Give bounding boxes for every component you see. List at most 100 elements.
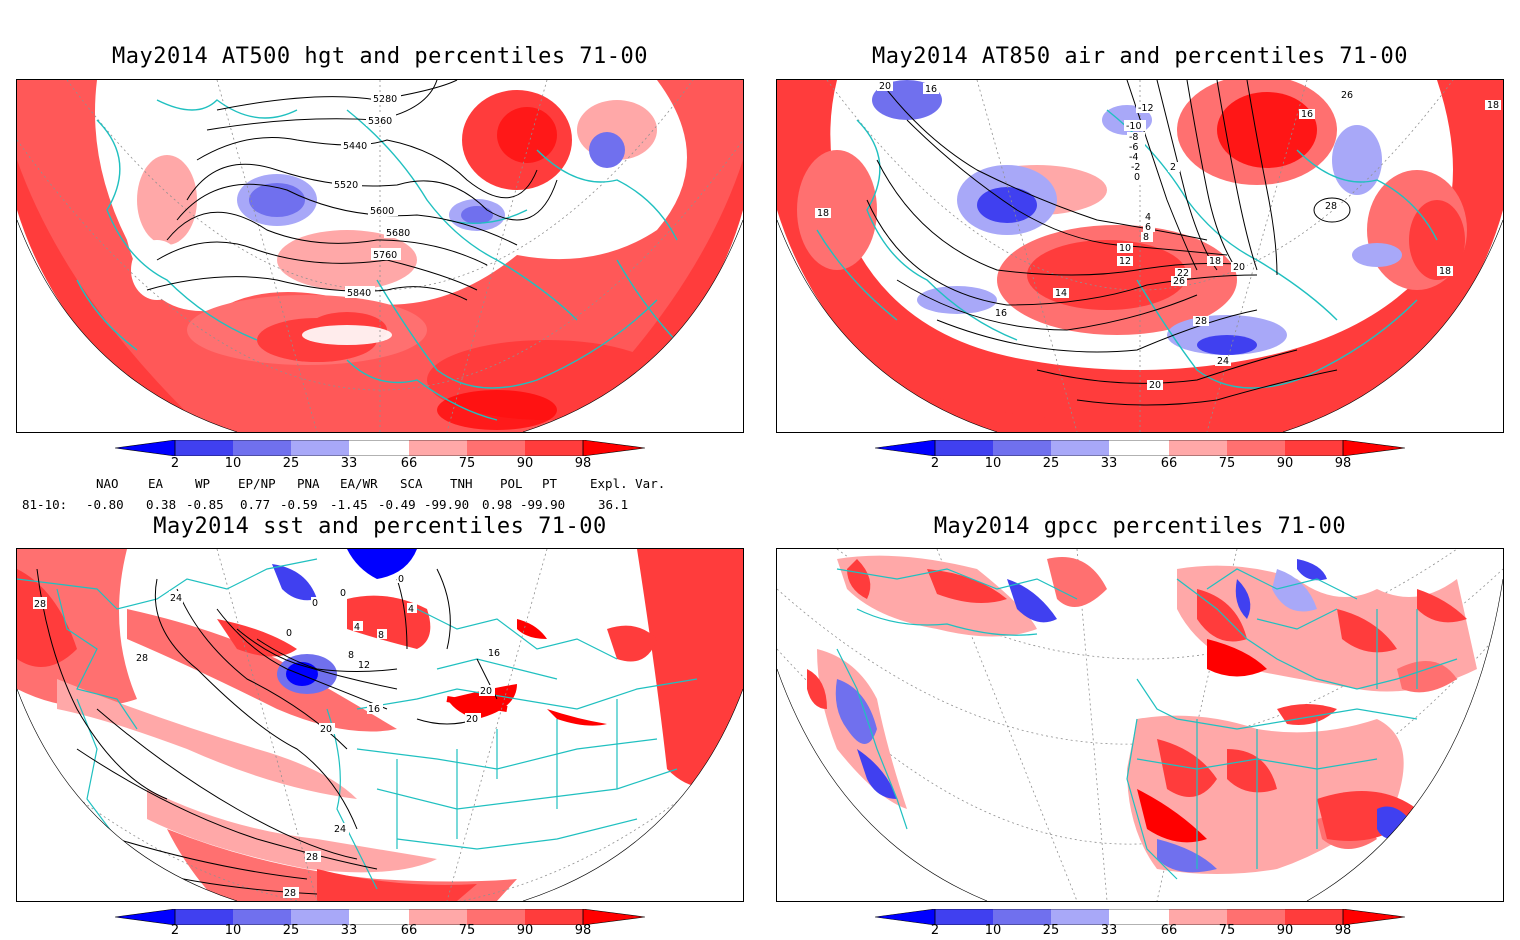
sst-contour-label: 0	[312, 598, 318, 609]
colorbar-tick: 10	[224, 923, 242, 938]
air-contour-label: 24	[1217, 356, 1229, 367]
air-contour-labels: 20 16 -12 -10 -8 -6 -4 -2 0 2 4 6 8 10 1…	[815, 80, 1501, 391]
sst-contour-label: 20	[480, 686, 492, 697]
air-panel-title: May2014 AT850 air and percentiles 71-00	[871, 44, 1409, 69]
hgt-contour-label: 5280	[373, 94, 397, 105]
air-contour-label: 6	[1145, 222, 1151, 233]
index-header: EA	[148, 476, 164, 491]
colorbar-tick: 98	[1334, 456, 1352, 471]
index-value: 36.1	[598, 497, 629, 512]
sst-contour-label: 28	[284, 888, 296, 899]
hgt-contour-label: 5840	[347, 288, 371, 299]
colorbar-tick: 2	[930, 456, 940, 471]
gpcc-colorbar: 2 10 25 33 66 75 90 98	[874, 908, 1406, 940]
colorbar-tick: 66	[400, 456, 418, 471]
sst-contour-label: 24	[170, 593, 182, 604]
colorbar-tick: 25	[282, 456, 300, 471]
air-contour-label: 26	[1173, 276, 1185, 287]
air-contour-label: 16	[925, 84, 937, 95]
index-value: -0.80	[86, 497, 124, 512]
index-header: Expl. Var.	[590, 476, 666, 491]
air-contour-label: 0	[1134, 172, 1140, 183]
sst-contour-label: 16	[368, 704, 380, 715]
gpcc-panel-title: May2014 gpcc percentiles 71-00	[933, 514, 1347, 539]
colorbar-tick: 2	[170, 923, 180, 938]
index-value: 0.98	[482, 497, 513, 512]
hgt-contour-label: 5600	[370, 206, 394, 217]
sst-contour-label: 8	[348, 650, 354, 661]
sst-map: 28 24 28 0 0 0 4 8 8 12 16 20 16 20 20 2…	[16, 548, 744, 902]
sst-contour-label: 28	[306, 852, 318, 863]
colorbar-tick: 75	[1218, 456, 1236, 471]
sst-contour-label: 0	[340, 588, 346, 599]
colorbar-tick: 90	[1276, 923, 1294, 938]
hgt-contour-label: 5440	[343, 141, 367, 152]
air-contour-label: 20	[879, 81, 891, 92]
air-contour-label: 18	[1439, 266, 1451, 277]
index-value: -0.85	[186, 497, 224, 512]
index-value: -0.49	[378, 497, 416, 512]
air-contour-label: 20	[1233, 262, 1245, 273]
colorbar-tick: 25	[1042, 923, 1060, 938]
colorbar-tick: 10	[984, 456, 1002, 471]
air-contour-label: 18	[1487, 100, 1499, 111]
index-header: EP/NP	[238, 476, 276, 491]
sst-contour-label: 0	[286, 628, 292, 639]
air-map: 20 16 -12 -10 -8 -6 -4 -2 0 2 4 6 8 10 1…	[776, 79, 1504, 433]
air-contour-label: -2	[1131, 162, 1140, 173]
colorbar-tick: 25	[282, 923, 300, 938]
colorbar-tick: 10	[224, 456, 242, 471]
colorbar-tick: 75	[458, 923, 476, 938]
index-header: PT	[542, 476, 558, 491]
index-header: POL	[500, 476, 523, 491]
air-contour-label: 26	[1341, 90, 1353, 101]
index-value: -0.59	[280, 497, 318, 512]
sst-contour-label: 20	[466, 714, 478, 725]
colorbar-tick: 98	[574, 456, 592, 471]
sst-contour-label: 28	[136, 653, 148, 664]
air-contour-label: -4	[1129, 152, 1138, 163]
air-contour-label: 10	[1119, 243, 1131, 254]
air-contour-label: 18	[1209, 256, 1221, 267]
hgt-contour-label: 5520	[334, 180, 358, 191]
sst-contour-label: 24	[334, 824, 346, 835]
sst-contour-label: 12	[358, 660, 370, 671]
air-contour-label: -12	[1138, 103, 1154, 114]
air-colorbar: 2 10 25 33 66 75 90 98	[874, 439, 1406, 476]
hgt-colorbar: 2 10 25 33 66 75 90 98	[114, 439, 646, 476]
air-contour-label: -10	[1126, 121, 1142, 132]
sst-contour-labels: 28 24 28 0 0 0 4 8 8 12 16 20 16 20 20 2…	[33, 573, 503, 899]
air-contour-label: -8	[1129, 132, 1138, 143]
hgt-contour-label: 5360	[368, 116, 392, 127]
colorbar-tick: 33	[1100, 456, 1118, 471]
sst-contour-label: 28	[34, 599, 46, 610]
colorbar-tick: 90	[516, 456, 534, 471]
colorbar-tick: 33	[1100, 923, 1118, 938]
index-header: TNH	[450, 476, 473, 491]
index-value: -1.45	[330, 497, 368, 512]
air-contour-label: 8	[1143, 232, 1149, 243]
hgt-contour-labels: 5280 5360 5440 5520 5600 5680 5760 5840	[332, 92, 414, 299]
colorbar-tick: 33	[340, 456, 358, 471]
colorbar-tick: 66	[1160, 923, 1178, 938]
hgt-map: 5280 5360 5440 5520 5600 5680 5760 5840	[16, 79, 744, 433]
colorbar-tick: 2	[170, 456, 180, 471]
colorbar-tick: 98	[574, 923, 592, 938]
colorbar-tick: 90	[1276, 456, 1294, 471]
colorbar-tick: 2	[930, 923, 940, 938]
air-contour-label: -6	[1129, 142, 1138, 153]
index-value: 0.38	[146, 497, 177, 512]
index-header: EA/WR	[340, 476, 378, 491]
index-value: -99.90	[424, 497, 470, 512]
colorbar-tick: 75	[458, 456, 476, 471]
air-contour-label: 16	[995, 308, 1007, 319]
colorbar-tick: 66	[400, 923, 418, 938]
colorbar-tick: 75	[1218, 923, 1236, 938]
air-contour-label: 16	[1301, 109, 1313, 120]
hgt-contour-label: 5760	[373, 250, 397, 261]
air-contour-label: 18	[817, 208, 829, 219]
air-contour-label: 2	[1170, 162, 1176, 173]
sst-colorbar: 2 10 25 33 66 75 90 98	[114, 908, 646, 940]
sst-contour-label: 16	[488, 648, 500, 659]
hgt-panel-title: May2014 AT500 hgt and percentiles 71-00	[111, 44, 649, 69]
